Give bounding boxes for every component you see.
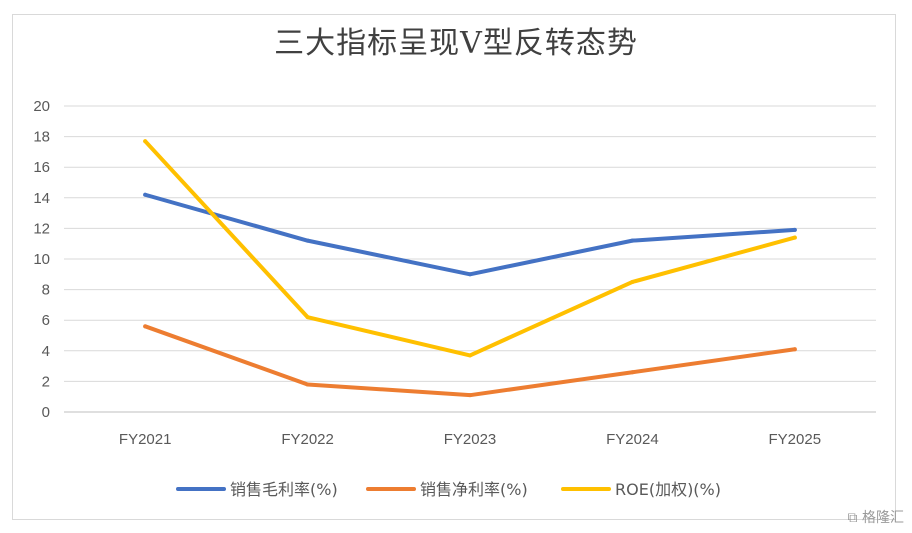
- y-tick-label: 8: [42, 282, 50, 299]
- data-point: [143, 324, 148, 329]
- y-tick-label: 18: [33, 129, 50, 146]
- watermark: ⧉ 格隆汇: [848, 507, 904, 527]
- data-point: [143, 192, 148, 197]
- series-line-1: [143, 324, 797, 398]
- data-point: [630, 238, 635, 243]
- legend-label: 销售净利率(%): [420, 480, 528, 499]
- x-tick-label: FY2024: [606, 431, 659, 448]
- series-line-2: [143, 139, 797, 358]
- data-point: [792, 347, 797, 352]
- y-tick-label: 20: [33, 98, 50, 115]
- x-tick-label: FY2022: [281, 431, 334, 448]
- y-tick-label: 12: [33, 220, 50, 237]
- y-tick-label: 4: [42, 343, 50, 360]
- data-point: [468, 393, 472, 398]
- x-axis-ticks: FY2021 FY2022 FY2023 FY2024 FY2025: [119, 431, 821, 448]
- y-tick-label: 2: [42, 373, 50, 390]
- x-tick-label: FY2025: [769, 431, 822, 448]
- gridlines: [64, 105, 876, 413]
- data-point: [305, 382, 310, 387]
- y-axis-ticks: 0 2 4 6 8 10 12 14 16 18 20: [33, 98, 50, 421]
- x-tick-label: FY2023: [444, 431, 497, 448]
- data-point: [792, 227, 797, 232]
- chart-frame: [12, 14, 896, 520]
- data-point: [305, 315, 310, 320]
- data-point: [468, 353, 472, 358]
- data-point: [143, 139, 148, 144]
- y-tick-label: 6: [42, 312, 50, 329]
- legend: 销售毛利率(%) 销售净利率(%) ROE(加权)(%): [176, 480, 721, 499]
- chart-title: 三大指标呈现V型反转态势: [274, 26, 638, 61]
- y-tick-label: 16: [33, 159, 50, 176]
- legend-item-2: ROE(加权)(%): [561, 480, 721, 499]
- legend-item-1: 销售净利率(%): [366, 480, 528, 499]
- data-point: [468, 272, 472, 277]
- data-point: [792, 235, 797, 240]
- legend-label: 销售毛利率(%): [230, 480, 338, 499]
- data-point: [305, 238, 310, 243]
- watermark-icon: ⧉: [847, 510, 858, 526]
- y-tick-label: 10: [33, 251, 50, 268]
- data-point: [630, 279, 635, 284]
- legend-item-0: 销售毛利率(%): [176, 480, 338, 499]
- y-tick-label: 0: [42, 404, 50, 421]
- legend-label: ROE(加权)(%): [615, 480, 721, 499]
- data-point: [630, 370, 635, 375]
- watermark-text: 格隆汇: [862, 510, 904, 526]
- y-tick-label: 14: [33, 190, 50, 207]
- series-lines: [143, 139, 797, 398]
- x-tick-label: FY2021: [119, 431, 172, 448]
